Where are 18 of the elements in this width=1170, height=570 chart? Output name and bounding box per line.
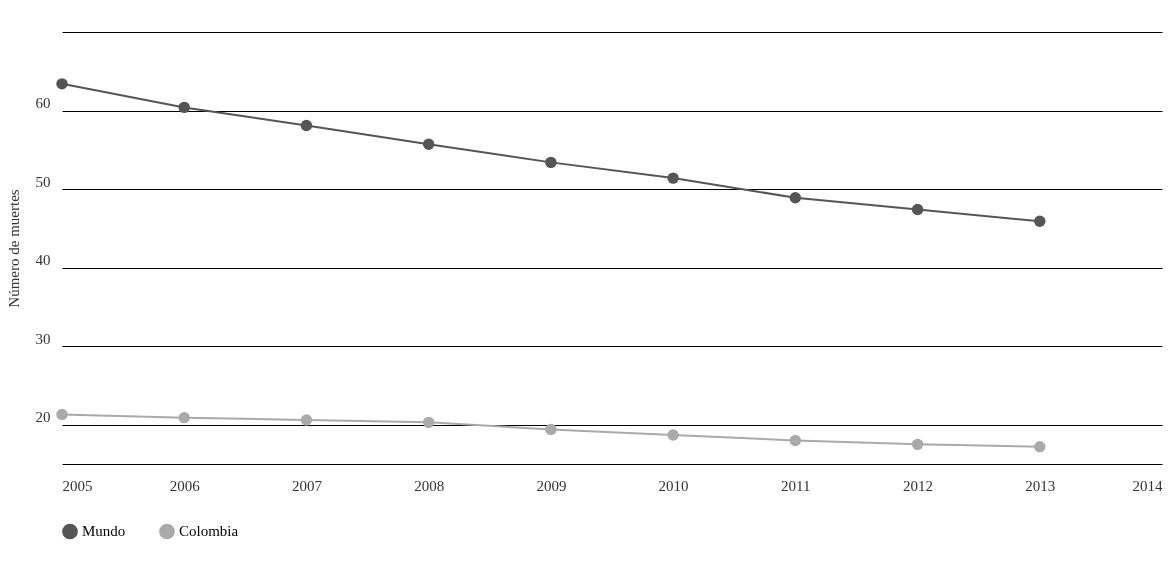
y-tick-label: 50	[35, 173, 51, 190]
x-tick-label: 2009	[536, 477, 567, 494]
x-tick-label: 2013	[1025, 477, 1056, 494]
y-tick-label: 30	[35, 330, 51, 347]
x-tick-label: 2005	[62, 477, 93, 494]
x-tick-label: 2012	[903, 477, 934, 494]
x-tick-label: 2011	[781, 477, 811, 494]
x-tick-label: 2014	[1132, 477, 1163, 494]
y-axis-title: Número de muertes	[5, 189, 22, 308]
x-tick-label: 2008	[414, 477, 445, 494]
x-tick-label: 2007	[291, 477, 323, 494]
legend-label: Colombia	[179, 523, 239, 540]
x-tick-label: 2006	[169, 477, 201, 494]
y-tick-label: 60	[35, 95, 51, 112]
y-tick-label: 20	[35, 409, 51, 426]
legend-label: Mundo	[82, 523, 126, 540]
y-tick-label: 40	[35, 252, 51, 269]
x-tick-label: 2010	[658, 477, 689, 494]
